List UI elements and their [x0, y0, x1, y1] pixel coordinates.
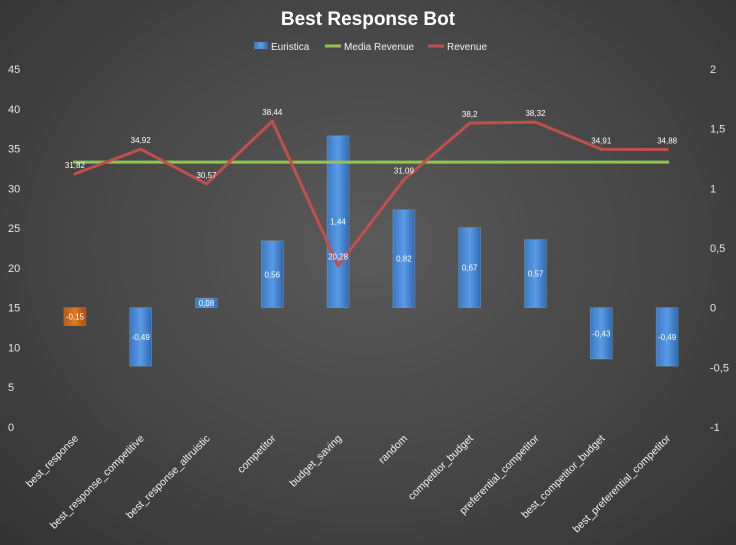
revenue-data-label: 31,82 — [65, 161, 86, 170]
revenue-point — [468, 121, 472, 125]
x-category-label: competitor — [235, 432, 279, 476]
bar-data-label: 0,08 — [199, 299, 215, 308]
y-right-tick-label: -1 — [710, 422, 720, 434]
revenue-point — [270, 119, 274, 123]
bars — [63, 135, 679, 367]
y-right-tick-label: 2 — [710, 64, 716, 76]
bar-data-label: 0,82 — [396, 255, 412, 264]
bar-euristica — [260, 240, 284, 308]
y-left-tick-label: 30 — [8, 183, 20, 195]
bar-euristica — [524, 239, 547, 308]
data-labels: -0,15 -0,49 0,08 0,56 1,44 0,82 0,67 0,57 -0,43 -… — [65, 108, 678, 342]
revenue-point — [73, 172, 77, 176]
y-right-tick-label: 1 — [710, 183, 716, 195]
revenue-data-label: 34,92 — [131, 136, 152, 145]
revenue-data-label: 34,88 — [657, 137, 678, 146]
revenue-data-label: 38,32 — [525, 109, 546, 118]
y-right-tick-label: 1,5 — [710, 124, 725, 136]
revenue-data-label: 31,09 — [394, 167, 415, 176]
revenue-point — [599, 147, 603, 151]
x-category-label: competitor_budget — [406, 433, 476, 503]
revenue-point — [139, 147, 143, 151]
bar-euristica — [195, 297, 218, 308]
revenue-point — [534, 120, 537, 124]
bar-euristica — [458, 227, 482, 308]
bar-euristica — [129, 307, 152, 367]
y-right-tick-label: -0,5 — [710, 362, 729, 374]
bar-data-label: 1,44 — [330, 218, 346, 227]
legend-label-revenue: Revenue — [447, 42, 487, 53]
x-category-label: best_response — [24, 433, 81, 490]
y-left-tick-label: 35 — [8, 144, 20, 156]
revenue-data-label: 20,28 — [328, 253, 349, 262]
revenue-point — [402, 178, 406, 182]
y-left-tick-label: 45 — [8, 64, 20, 76]
legend-label-media-revenue: Media Revenue — [344, 42, 414, 53]
revenue-data-label: 30,57 — [196, 171, 217, 180]
lines — [72, 119, 670, 268]
y-left-tick-label: 20 — [8, 263, 20, 275]
bar-euristica — [63, 307, 87, 326]
y-left-tick-label: 0 — [8, 422, 14, 434]
legend-swatch-euristica — [254, 42, 268, 49]
y-left-tick-label: 25 — [8, 223, 20, 235]
bar-data-label: -0,15 — [66, 313, 85, 322]
bar-euristica — [589, 307, 613, 360]
y-right-tick-label: 0,5 — [710, 243, 725, 255]
bar-euristica — [392, 209, 416, 308]
x-category-label: random — [376, 432, 410, 466]
revenue-point — [336, 264, 340, 268]
axes: 0 5 10 15 20 25 30 35 40 45 -1 -0,5 0 0,5 1 1,5 2 best_re… — [8, 64, 729, 535]
bar-euristica — [655, 307, 679, 367]
revenue-data-label: 38,2 — [462, 110, 478, 119]
bar-data-label: 0,56 — [265, 270, 281, 279]
revenue-data-label: 34,91 — [591, 136, 612, 145]
y-left-tick-label: 10 — [8, 342, 20, 354]
y-left-tick-label: 40 — [8, 104, 20, 116]
y-right-tick-label: 0 — [710, 303, 716, 315]
y-left-tick-label: 5 — [8, 382, 14, 394]
bar-data-label: -0,43 — [592, 329, 611, 338]
bar-euristica — [326, 135, 350, 308]
revenue-data-label: 38,44 — [262, 108, 283, 117]
bar-data-label: 0,67 — [462, 264, 478, 273]
revenue-point — [665, 148, 669, 152]
chart-title: Best Response Bot — [281, 9, 456, 30]
y-left-tick-label: 15 — [8, 303, 20, 315]
legend-label-euristica: Euristica — [271, 42, 310, 53]
revenue-line — [74, 119, 668, 268]
legend: Euristica Media Revenue Revenue — [254, 42, 487, 53]
revenue-point — [205, 182, 208, 186]
x-category-label: budget_saving — [287, 433, 344, 490]
bar-data-label: 0,57 — [528, 270, 544, 279]
bar-data-label: -0,49 — [132, 333, 151, 342]
bar-data-label: -0,49 — [658, 333, 677, 342]
